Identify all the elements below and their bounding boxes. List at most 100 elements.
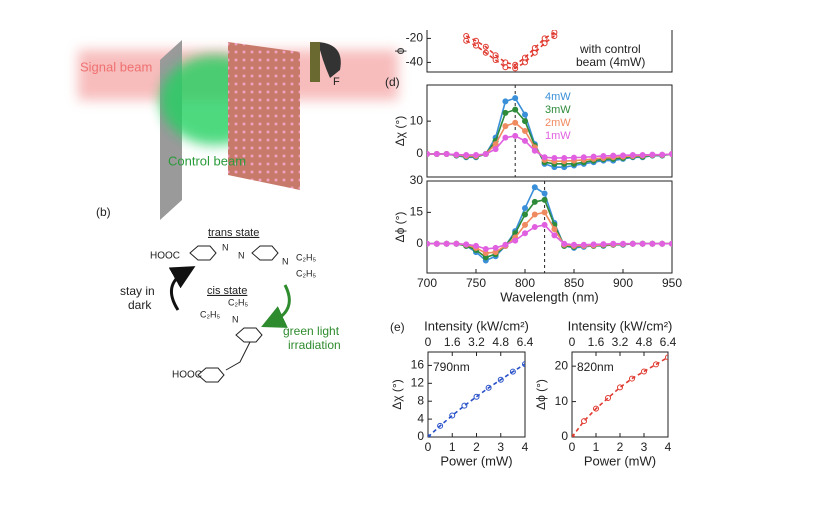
data-point <box>629 240 636 247</box>
y-axis-label: Δχ (°) <box>390 379 404 409</box>
y-axis-label: Δϕ (°) <box>534 379 548 410</box>
data-point <box>571 241 577 248</box>
setup-illustration: Signal beam Control beam F <box>78 40 398 220</box>
x2-tick-label: 1.6 <box>588 335 605 349</box>
data-point <box>482 43 489 50</box>
x-tick-label: 1 <box>449 440 456 454</box>
label: trans state <box>208 227 259 239</box>
data-point <box>531 198 538 205</box>
data-point <box>443 240 450 247</box>
data-point <box>443 151 450 157</box>
data-point <box>522 59 528 66</box>
x-tick-label: 800 <box>515 276 535 290</box>
data-point <box>453 240 460 247</box>
data-point <box>492 52 499 59</box>
y-tick-label: 4 <box>417 411 424 425</box>
data-point <box>512 132 519 139</box>
series-line <box>428 363 525 437</box>
data-point <box>571 154 577 161</box>
data-point <box>593 405 599 412</box>
data-point <box>453 151 460 158</box>
label: Control beam <box>168 153 246 168</box>
data-point <box>485 384 492 391</box>
legend-label: 1mW <box>545 130 571 142</box>
data-point <box>449 412 456 419</box>
y-tick-label: 30 <box>410 173 424 187</box>
data-point <box>659 240 666 247</box>
data-point <box>522 211 528 218</box>
data-point <box>437 422 444 429</box>
data-point <box>502 98 509 105</box>
filter-mount <box>310 42 320 82</box>
panel-label: (d) <box>385 75 400 89</box>
data-point <box>522 128 528 134</box>
data-point <box>497 376 504 383</box>
data-point <box>512 65 519 72</box>
panel-label: (b) <box>96 205 111 219</box>
data-point <box>482 245 489 252</box>
data-point <box>433 151 440 157</box>
data-point <box>605 395 611 402</box>
series-line <box>465 31 555 66</box>
data-point <box>512 106 519 113</box>
data-point <box>473 242 479 249</box>
data-point <box>522 111 528 118</box>
x-tick-label: 0 <box>425 440 432 454</box>
annotation: beam (4mW) <box>576 55 645 69</box>
data-point <box>512 61 519 68</box>
data-point <box>620 240 626 247</box>
data-point <box>541 190 548 197</box>
x2-tick-label: 1.6 <box>444 335 461 349</box>
data-point <box>561 240 568 247</box>
data-point <box>665 354 668 361</box>
data-point <box>427 240 430 247</box>
chem-label: N <box>222 242 229 252</box>
arrow <box>261 284 291 328</box>
x-tick-label: 4 <box>522 440 529 454</box>
chem-label: C₂H₅ <box>200 309 220 319</box>
chem-label: C₂H₅ <box>228 297 248 307</box>
legend-label: 2mW <box>545 117 571 129</box>
data-point <box>522 361 525 368</box>
data-point <box>461 402 468 409</box>
data-point <box>512 237 519 244</box>
data-point <box>541 35 548 42</box>
y-tick-label: 20 <box>555 358 569 372</box>
x-tick-label: 0 <box>569 440 576 454</box>
x-tick-label: 1 <box>593 440 600 454</box>
x2-tick-label: 6.4 <box>517 335 534 349</box>
series-line <box>427 186 672 262</box>
x2-tick-label: 6.4 <box>660 335 677 349</box>
data-point <box>531 45 538 51</box>
x2-tick-label: 3.2 <box>468 335 485 349</box>
chem-label: N <box>282 256 289 266</box>
x2-tick-label: 0 <box>569 335 576 349</box>
y-tick-label: 10 <box>410 113 424 127</box>
x-axis-label: Power (mW) <box>584 453 656 468</box>
chem-label: N <box>232 314 239 324</box>
data-point <box>629 375 635 382</box>
y-axis-label: Δϕ (°) <box>393 212 407 243</box>
arrow <box>168 266 196 311</box>
plot-area <box>427 184 672 264</box>
data-point <box>531 211 538 218</box>
chem-label: C₂H₅ <box>296 252 316 262</box>
data-point <box>580 241 587 248</box>
annotation: 790nm <box>433 360 470 374</box>
y-tick-label: 10 <box>555 394 569 408</box>
x-tick-label: 850 <box>564 276 584 290</box>
ring <box>235 327 263 343</box>
x-tick-label: 3 <box>641 440 648 454</box>
ring <box>251 245 279 261</box>
axis-frame <box>426 180 673 274</box>
data-point <box>463 33 470 39</box>
data-point <box>669 240 672 247</box>
label: dark <box>128 298 152 312</box>
data-point <box>610 240 617 247</box>
data-point <box>509 368 516 375</box>
y-tick-label: 0 <box>561 429 568 443</box>
y-tick-label: -20 <box>406 31 424 45</box>
data-point <box>502 241 509 248</box>
data-point <box>600 241 607 248</box>
y-tick-label: 8 <box>417 393 424 407</box>
